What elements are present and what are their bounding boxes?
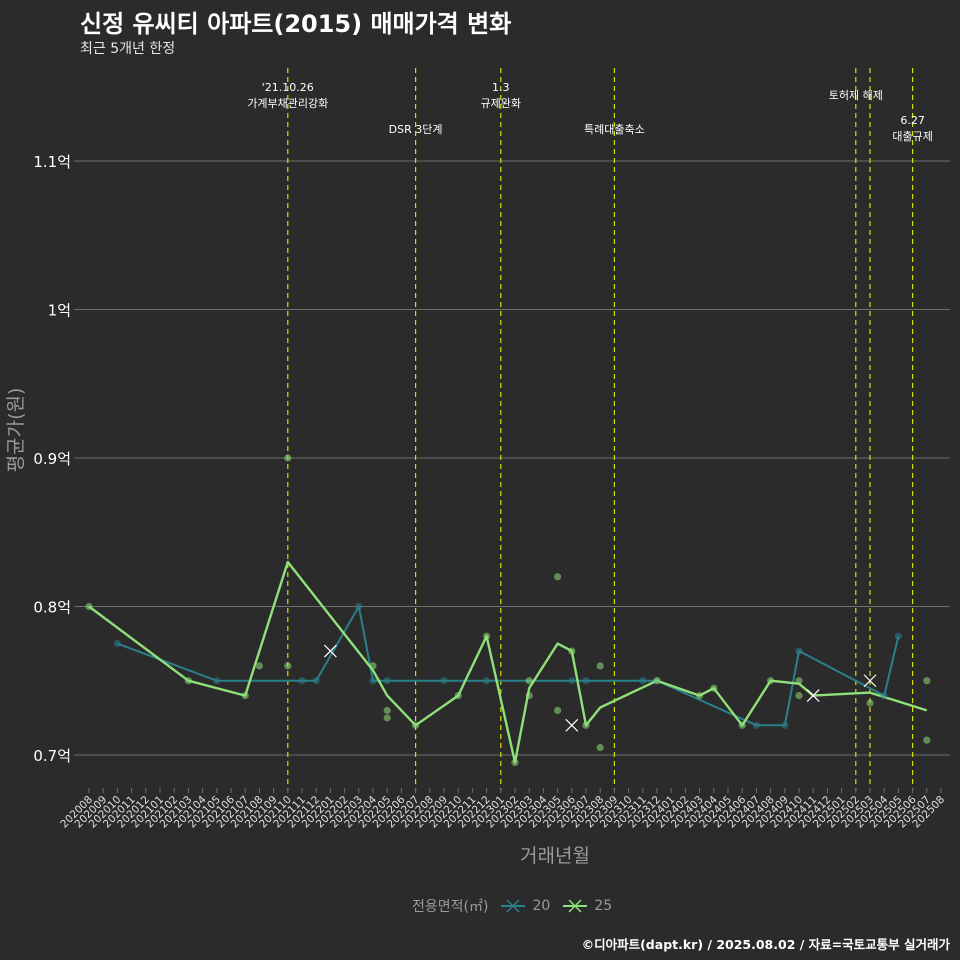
y-tick-label: 0.7억 xyxy=(33,747,71,765)
event-label: DSR 3단계 xyxy=(389,123,443,136)
event-label: 규제완화 xyxy=(481,97,521,110)
marker-x-stroke xyxy=(806,689,820,703)
data-point-25 xyxy=(795,677,803,685)
data-point-25 xyxy=(923,677,931,685)
marker-x-25 xyxy=(863,674,877,688)
series-line-25 xyxy=(88,560,928,764)
y-axis-title: 평균가(원) xyxy=(5,388,27,473)
data-point-20 xyxy=(582,677,590,685)
data-point-25 xyxy=(866,699,874,707)
data-point-20 xyxy=(113,640,121,648)
event-label: 1.3 xyxy=(492,81,510,94)
marker-x-stroke xyxy=(323,644,337,658)
data-point-20 xyxy=(894,632,903,640)
data-point-25 xyxy=(241,692,249,700)
data-point-25 xyxy=(511,758,519,767)
data-point-20 xyxy=(440,677,448,685)
data-point-25 xyxy=(525,692,533,700)
data-point-20 xyxy=(298,677,306,685)
legend-label-20: 20 xyxy=(532,898,551,914)
legend: 전용면적(㎡) 20 25 xyxy=(412,896,612,916)
data-point-25 xyxy=(738,721,746,729)
data-point-20 xyxy=(795,647,803,655)
data-point-20 xyxy=(213,677,221,685)
event-label: 토허제 해제 xyxy=(829,88,883,102)
data-point-25 xyxy=(369,662,377,670)
legend-key-25 xyxy=(563,899,588,913)
source-caption: ©디아파트(dapt.kr) / 2025.08.02 / 자료=국토교통부 실… xyxy=(581,937,950,952)
data-point-25 xyxy=(923,736,931,744)
data-point-25 xyxy=(568,647,576,655)
y-tick-label: 0.8억 xyxy=(33,599,71,617)
data-point-20 xyxy=(483,677,491,685)
data-point-25 xyxy=(525,677,533,685)
event-label: 대출규제 xyxy=(892,130,932,143)
x-axis-title: 거래년월 xyxy=(520,845,590,867)
event-label: 특례대출축소 xyxy=(584,123,645,136)
legend-title: 전용면적(㎡) xyxy=(412,899,489,915)
event-label: '21.10.26 xyxy=(262,81,314,94)
data-point-25 xyxy=(795,692,803,700)
data-point-20 xyxy=(880,692,888,700)
data-point-25 xyxy=(696,692,704,700)
data-point-25 xyxy=(383,706,391,715)
data-point-25 xyxy=(767,677,775,685)
data-point-20 xyxy=(639,677,647,685)
data-point-25 xyxy=(383,714,391,722)
y-tick-label: 1.1억 xyxy=(33,153,71,171)
data-points xyxy=(85,454,931,767)
data-point-25 xyxy=(582,721,590,729)
data-point-25 xyxy=(454,692,462,700)
data-point-25 xyxy=(483,632,491,640)
chart-subtitle: 최근 5개년 한정 xyxy=(80,41,176,57)
y-tick-label: 1억 xyxy=(48,302,71,320)
data-point-20 xyxy=(383,677,391,685)
data-point-25 xyxy=(554,573,562,581)
event-label: 6.27 xyxy=(900,114,925,127)
marker-x-25 xyxy=(323,644,337,658)
y-tick-label: 0.9억 xyxy=(33,450,71,468)
series-line-20 xyxy=(117,605,900,727)
data-point-25 xyxy=(284,454,292,462)
data-point-20 xyxy=(312,677,320,685)
data-point-25 xyxy=(554,706,562,715)
legend-key-20 xyxy=(501,899,526,913)
event-label: 가계부채관리강화 xyxy=(247,97,328,110)
data-point-25 xyxy=(596,662,604,670)
legend-item-20: 20 xyxy=(500,896,550,916)
series-lines xyxy=(88,560,928,764)
data-point-25 xyxy=(255,662,263,670)
legend-label-25: 25 xyxy=(594,898,613,914)
data-point-25 xyxy=(85,602,93,611)
gridlines xyxy=(80,160,950,756)
marker-x-20 xyxy=(565,718,579,732)
data-point-25 xyxy=(710,684,718,692)
marker-x-stroke xyxy=(565,718,579,732)
legend-item-25: 25 xyxy=(562,896,612,916)
data-point-20 xyxy=(355,602,363,611)
axes: 0.7억0.8억0.9억1억1.1억2020082020092020102020… xyxy=(5,153,947,867)
data-point-25 xyxy=(412,721,420,729)
data-point-25 xyxy=(284,662,292,670)
data-point-25 xyxy=(653,677,661,685)
data-point-20 xyxy=(752,721,761,729)
marker-x-25 xyxy=(806,689,820,703)
marker-x-stroke xyxy=(863,674,877,688)
data-point-20 xyxy=(568,677,576,685)
chart-title: 신정 유씨티 아파트(2015) 매매가격 변화 xyxy=(80,10,512,38)
data-point-25 xyxy=(596,743,604,752)
data-point-25 xyxy=(184,677,192,685)
data-point-20 xyxy=(369,677,377,685)
data-point-20 xyxy=(781,721,789,729)
